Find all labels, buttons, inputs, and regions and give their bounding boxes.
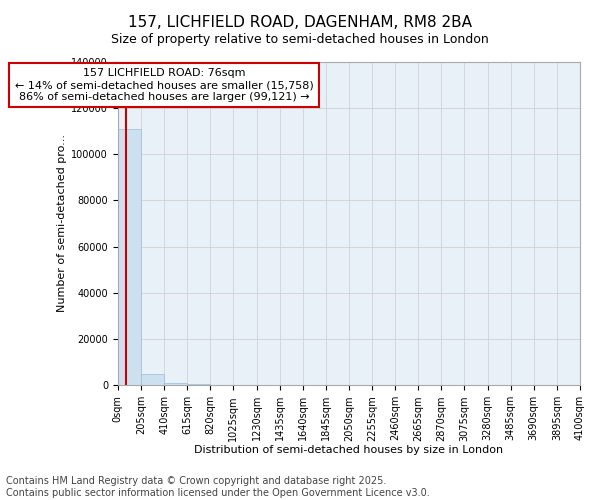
X-axis label: Distribution of semi-detached houses by size in London: Distribution of semi-detached houses by … [194,445,503,455]
Text: 157 LICHFIELD ROAD: 76sqm
← 14% of semi-detached houses are smaller (15,758)
86%: 157 LICHFIELD ROAD: 76sqm ← 14% of semi-… [15,68,313,102]
Text: Contains HM Land Registry data © Crown copyright and database right 2025.
Contai: Contains HM Land Registry data © Crown c… [6,476,430,498]
Bar [187,384,210,386]
Bar [164,382,187,386]
Bar [118,128,141,386]
Bar [141,374,164,386]
Y-axis label: Number of semi-detached pro...: Number of semi-detached pro... [57,134,67,312]
Text: 157, LICHFIELD ROAD, DAGENHAM, RM8 2BA: 157, LICHFIELD ROAD, DAGENHAM, RM8 2BA [128,15,472,30]
Text: Size of property relative to semi-detached houses in London: Size of property relative to semi-detach… [111,32,489,46]
Bar [210,385,233,386]
